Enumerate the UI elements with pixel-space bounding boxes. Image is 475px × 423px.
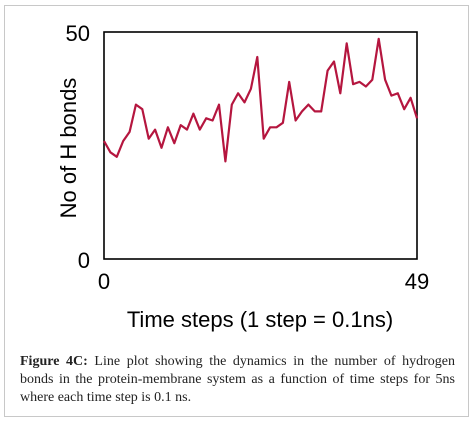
- y-tick-label: 0: [78, 248, 90, 273]
- figure-frame: [4, 5, 469, 417]
- y-tick-labels: 0 50: [66, 21, 90, 273]
- y-axis-label: No of H bonds: [56, 78, 81, 219]
- figure-caption: Figure 4C: Line plot showing the dynamic…: [20, 353, 455, 407]
- x-tick-label: 0: [98, 269, 110, 294]
- series-line: [103, 37, 419, 163]
- caption-label: Figure 4C:: [20, 354, 88, 369]
- x-tick-label: 49: [405, 269, 429, 294]
- plot-area: [103, 31, 419, 260]
- plot-border: [103, 31, 418, 260]
- x-axis-label: Time steps (1 step = 0.1ns): [127, 307, 393, 332]
- line-chart: 0 50 0 49 Time steps (1 step = 0.1ns) No o…: [56, 21, 429, 332]
- x-tick-labels: 0 49: [98, 269, 429, 294]
- y-tick-label: 50: [66, 21, 90, 46]
- caption-text: Line plot showing the dynamics in the nu…: [20, 354, 455, 405]
